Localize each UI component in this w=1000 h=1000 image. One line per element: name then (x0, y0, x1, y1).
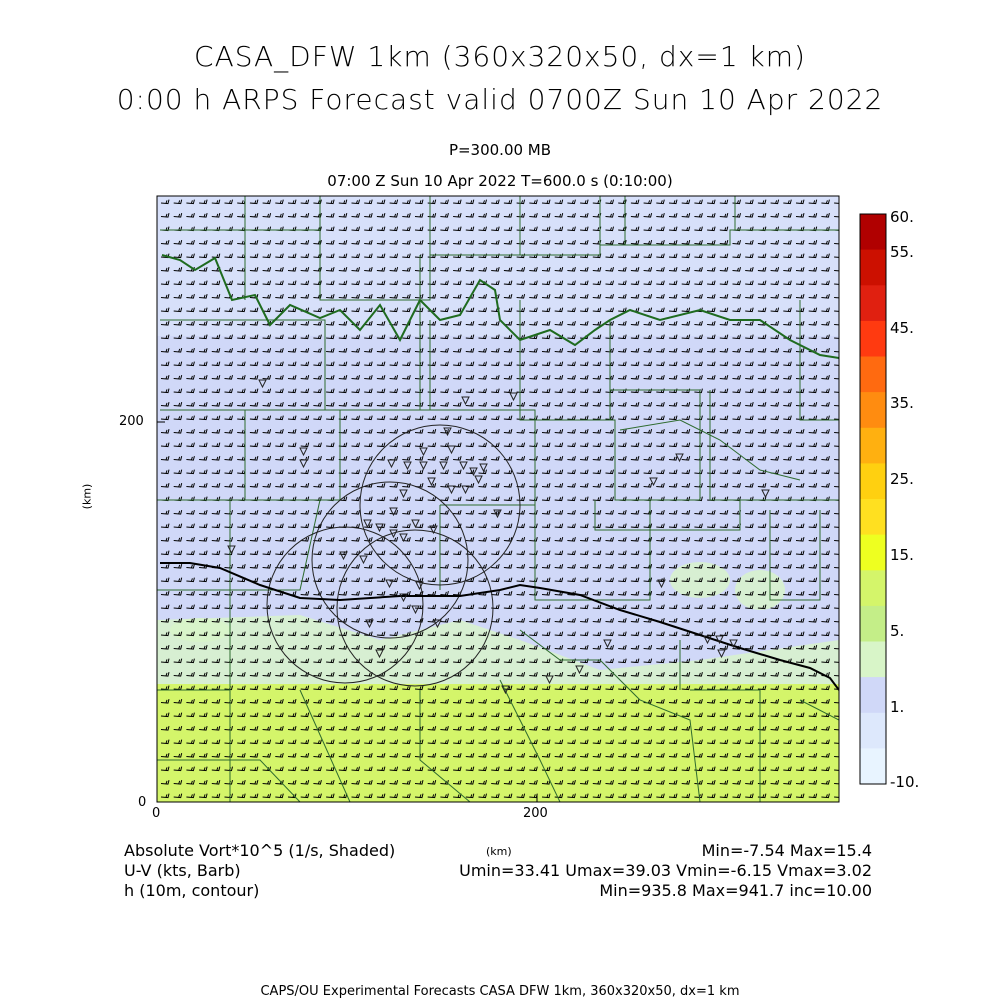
colorbar-swatch (860, 214, 886, 251)
footer-credit: CAPS/OU Experimental Forecasts CASA DFW … (260, 984, 740, 999)
colorbar-swatch (860, 677, 886, 714)
height-contour (161, 254, 839, 359)
radar-range-rings (266, 424, 521, 687)
colorbar-swatch (860, 285, 886, 322)
y-axis-unit: (km) (80, 483, 94, 510)
colorbar-label: 45. (890, 319, 914, 337)
colorbar-swatch (860, 748, 886, 785)
radar-site-markers (227, 379, 770, 695)
colorbar (859, 213, 887, 785)
wind-stats: Umin=33.41 Umax=39.03 Vmin=-6.15 Vmax=3.… (459, 861, 872, 880)
colorbar-swatch (860, 463, 886, 500)
colorbar-label: 25. (890, 470, 914, 488)
colorbar-frame (859, 213, 887, 785)
x-axis-unit: (km) (486, 845, 512, 858)
legend-height: h (10m, contour) (124, 881, 260, 900)
map-plot (157, 196, 839, 802)
colorbar-swatch (860, 712, 886, 749)
colorbar-swatch (860, 499, 886, 536)
colorbar-swatch (860, 392, 886, 429)
colorbar-swatch (860, 356, 886, 393)
colorbar-swatch (860, 570, 886, 607)
colorbar-swatch (860, 534, 886, 571)
x-tick-label-0: 0 (152, 806, 161, 821)
colorbar-label: 35. (890, 394, 914, 412)
legend-wind: U-V (kts, Barb) (124, 861, 241, 880)
vorticity-stats: Min=-7.54 Max=15.4 (701, 841, 872, 860)
colorbar-swatch (860, 605, 886, 642)
map-frame (156, 195, 840, 803)
valid-time: 07:00 Z Sun 10 Apr 2022 T=600.0 s (0:10:… (327, 172, 673, 190)
county-boundaries (157, 196, 839, 802)
colorbar-swatch (860, 320, 886, 357)
main-title: CASA_DFW 1km (360x320x50, dx=1 km) (194, 40, 806, 73)
wind-barbs (160, 199, 839, 799)
colorbar-label: 1. (890, 698, 905, 716)
legend-vorticity: Absolute Vort*10^5 (1/s, Shaded) (124, 841, 396, 860)
colorbar-label: -10. (890, 773, 920, 791)
colorbar-label: 60. (890, 208, 914, 226)
wind-barb-field (160, 199, 839, 799)
state-boundary (160, 562, 839, 691)
colorbar-label: 5. (890, 622, 905, 640)
colorbar-label: 55. (890, 243, 914, 261)
x-tick-label-200: 200 (523, 806, 548, 821)
colorbar-swatch (860, 427, 886, 464)
colorbar-swatch (860, 249, 886, 286)
y-tick-label-200: 200 (119, 414, 144, 429)
y-tick-label-0: 0 (138, 795, 147, 810)
forecast-title: 0:00 h ARPS Forecast valid 0700Z Sun 10 … (116, 83, 884, 116)
colorbar-label: 15. (890, 546, 914, 564)
pressure-level: P=300.00 MB (448, 141, 552, 159)
colorbar-swatch (860, 641, 886, 678)
height-stats: Min=935.8 Max=941.7 inc=10.00 (599, 881, 872, 900)
